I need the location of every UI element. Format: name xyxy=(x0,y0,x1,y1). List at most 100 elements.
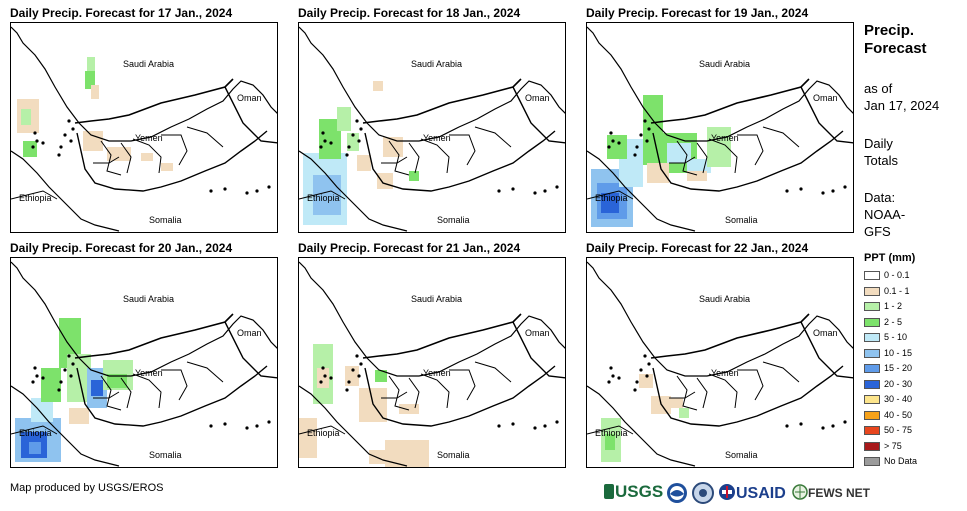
precip-area xyxy=(85,71,95,89)
usgs-wordmark: USGS xyxy=(615,482,664,501)
coastline xyxy=(587,150,696,232)
precip-area xyxy=(601,193,619,213)
country-border xyxy=(650,78,810,124)
island xyxy=(319,145,323,149)
precip-area xyxy=(161,163,173,171)
precip-area xyxy=(377,173,393,189)
admin-boundary xyxy=(762,361,800,383)
country-border xyxy=(11,425,58,435)
precip-area xyxy=(605,434,615,450)
forecast-panel: Daily Precip. Forecast for 18 Jan., 2024… xyxy=(298,6,566,239)
map-graphic xyxy=(299,26,565,232)
admin-boundary xyxy=(474,361,512,383)
legend-swatch xyxy=(864,426,880,436)
fewsnet-logo: FEWS NET xyxy=(792,484,870,500)
data-source-line-3: GFS xyxy=(864,224,891,239)
admin-boundary xyxy=(420,138,450,174)
island xyxy=(635,145,639,149)
island xyxy=(255,424,259,428)
island xyxy=(57,388,61,392)
legend-swatch xyxy=(864,410,880,420)
island xyxy=(31,145,35,149)
legend-item: 5 - 10 xyxy=(864,332,907,343)
island xyxy=(355,354,359,358)
coastline xyxy=(364,365,556,427)
legend-swatch xyxy=(864,317,880,327)
island xyxy=(821,426,825,430)
commerce-seal-icon xyxy=(692,482,714,504)
island xyxy=(799,422,803,426)
admin-boundary xyxy=(132,373,162,409)
panel-title: Daily Precip. Forecast for 21 Jan., 2024 xyxy=(298,241,521,255)
precip-area xyxy=(357,155,371,171)
island xyxy=(31,380,35,384)
label-oman: Oman xyxy=(525,328,550,338)
precip-area xyxy=(107,147,131,161)
island xyxy=(67,354,71,358)
admin-boundary xyxy=(708,373,738,409)
precip-area xyxy=(667,143,691,163)
label-oman: Oman xyxy=(813,93,838,103)
admin-boundary xyxy=(708,138,738,174)
island xyxy=(57,153,61,157)
legend-swatch xyxy=(864,379,880,389)
island xyxy=(41,141,45,145)
forecast-map: Saudi Arabia Oman Yemen Ethiopia Somalia xyxy=(586,22,854,233)
precip-area xyxy=(313,175,341,215)
legend-swatch xyxy=(864,441,880,451)
label-somalia: Somalia xyxy=(149,215,182,225)
forecast-panel: Daily Precip. Forecast for 17 Jan., 2024… xyxy=(10,6,278,239)
label-yemen: Yemen xyxy=(135,133,163,143)
usaid-logo: USAID xyxy=(718,483,786,503)
country-border xyxy=(224,86,277,144)
legend-swatch xyxy=(864,457,880,467)
island xyxy=(71,127,75,131)
legend-item: 10 - 15 xyxy=(864,348,912,359)
label-saudi-arabia: Saudi Arabia xyxy=(699,294,751,304)
precip-area xyxy=(409,171,419,181)
legend-item: > 75 xyxy=(864,441,902,452)
label-yemen: Yemen xyxy=(135,368,163,378)
label-oman: Oman xyxy=(237,93,262,103)
admin-boundary xyxy=(161,134,188,166)
island xyxy=(635,380,639,384)
coastline xyxy=(299,150,408,232)
coastline xyxy=(11,385,120,467)
island xyxy=(321,366,325,370)
coastline xyxy=(299,261,565,377)
island xyxy=(359,127,363,131)
data-source-line-1: Data: xyxy=(864,190,896,205)
legend-label: 5 - 10 xyxy=(884,332,908,342)
island xyxy=(843,420,847,424)
partner-logos: USGS USAID FEWS NET xyxy=(604,480,870,506)
legend-item: 50 - 75 xyxy=(864,425,912,436)
label-oman: Oman xyxy=(813,328,838,338)
island xyxy=(843,185,847,189)
forecast-map: Saudi Arabia Oman Yemen Ethiopia Somalia xyxy=(586,257,854,468)
island xyxy=(35,374,39,378)
admin-boundary xyxy=(161,369,188,401)
label-yemen: Yemen xyxy=(711,368,739,378)
precip-area xyxy=(679,408,689,418)
country-border xyxy=(11,190,58,200)
legend-swatch xyxy=(864,271,880,281)
coastline xyxy=(652,365,844,427)
island xyxy=(645,139,649,143)
country-border xyxy=(362,78,522,124)
forecast-map: Saudi Arabia Oman Yemen Ethiopia Somalia xyxy=(298,257,566,468)
admin-boundary xyxy=(408,142,420,174)
precip-area xyxy=(375,370,387,382)
panel-title: Daily Precip. Forecast for 18 Jan., 2024 xyxy=(298,6,521,20)
island xyxy=(347,380,351,384)
admin-boundary xyxy=(449,134,476,166)
precip-area xyxy=(91,85,99,99)
country-border xyxy=(512,86,565,144)
label-ethiopia: Ethiopia xyxy=(595,428,628,438)
country-border xyxy=(224,321,277,379)
island xyxy=(323,374,327,378)
coastline xyxy=(11,26,277,142)
island xyxy=(633,388,637,392)
island xyxy=(209,424,213,428)
legend-item: 0.1 - 1 xyxy=(864,286,910,297)
island xyxy=(617,376,621,380)
